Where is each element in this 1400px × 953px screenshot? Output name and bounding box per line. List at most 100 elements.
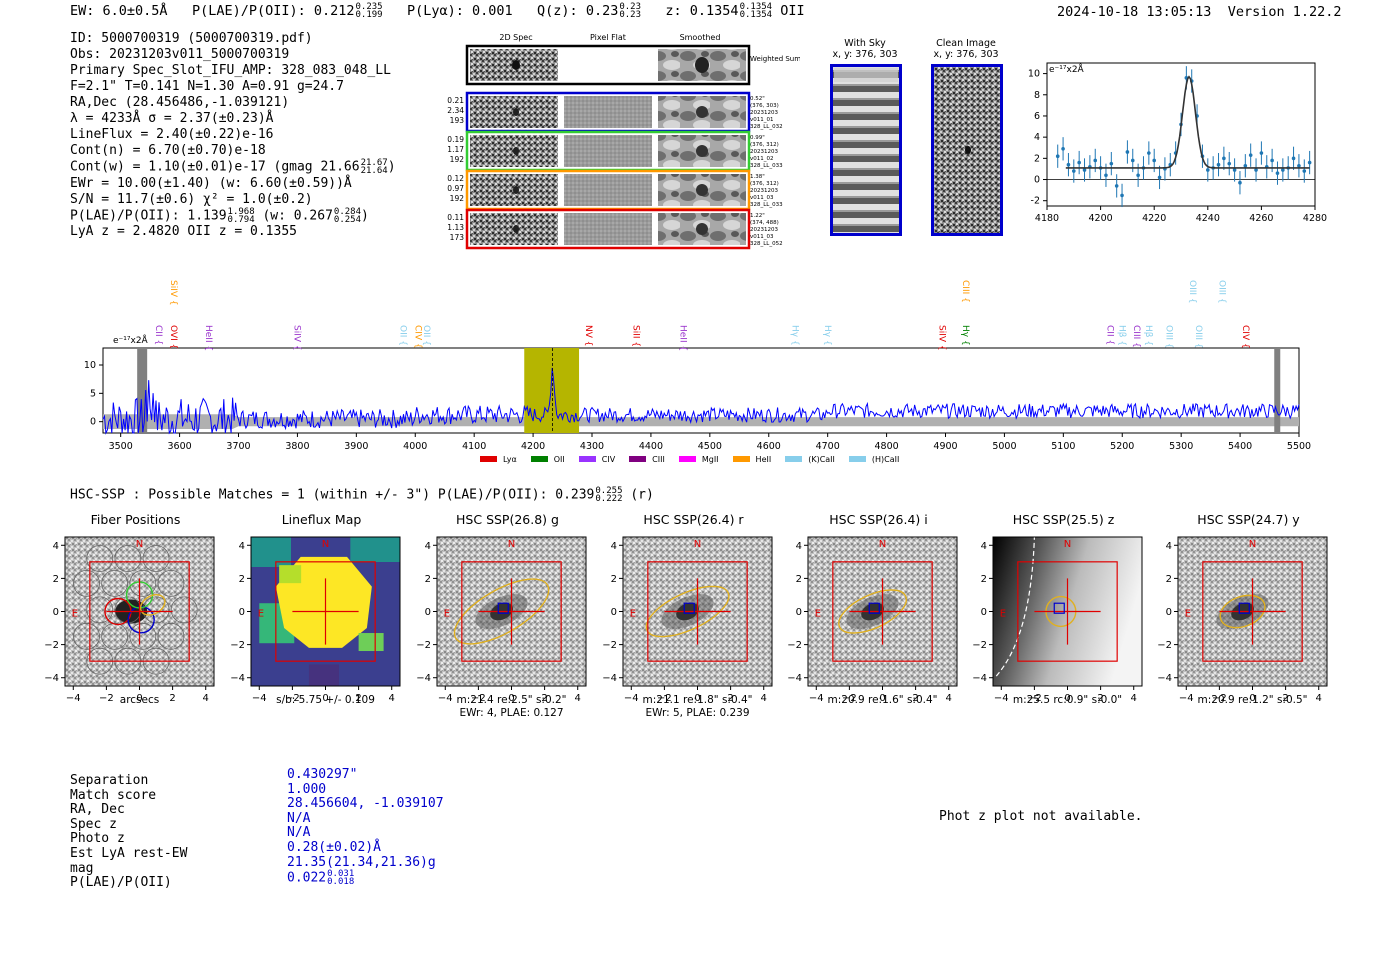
match-table-values: 0.430297" 1.000 28.456604, -1.039107 N/A N/A… xyxy=(287,767,444,886)
info-ewr: EWr = 10.00(±1.40) (w: 6.60(±0.59))Å xyxy=(70,175,352,191)
cutout-y-tick-label: 2 xyxy=(981,574,987,585)
lineflux-patch xyxy=(251,537,291,567)
cutout-caption: m:20.9 re:1.2" s:0.5" xyxy=(1197,694,1308,706)
stamp-snr-value: 0.21 xyxy=(447,96,464,105)
stamp-meta-value: 328_LL_033 xyxy=(750,163,783,169)
spectrum-line-label: SiIV { xyxy=(168,280,178,306)
cutout-y-tick-label: 2 xyxy=(611,574,617,585)
zoom-data-point xyxy=(1114,184,1119,188)
cutout-x-tick-label: 0 xyxy=(322,693,328,702)
hsc-z-dashed-curve xyxy=(995,536,1035,677)
source-ellipse xyxy=(838,589,908,634)
cutout-caption: m:21.1 re:1.8" s:0.4" xyxy=(642,694,753,706)
cutout-caption: EWr: 4, PLAE: 0.127 xyxy=(459,707,564,719)
cutout-panel: HSC SSP(26.4) i N E −4 −4 −2 −2 0 0 2 2 4 4 xyxy=(781,512,976,706)
legend-item: CIV xyxy=(578,455,615,464)
fiber-circle xyxy=(114,545,142,572)
zoom-x-tick-label: 4200 xyxy=(1089,213,1113,224)
stamp-snr-value: 0.97 xyxy=(447,184,464,193)
stamp-snr-value: 193 xyxy=(450,116,465,125)
lineflux-patch xyxy=(308,664,339,687)
spectrum-line-label: OIII { xyxy=(1163,325,1173,349)
legend-label: MgII xyxy=(701,454,719,464)
spectrum-y-tick-label: 10 xyxy=(84,360,96,371)
match-table-label: Spec z xyxy=(70,816,117,832)
cutout-x-tick-label: −2 xyxy=(1027,693,1042,702)
cutout-image: N E −4 −4 −2 −2 0 0 2 2 4 4 xyxy=(1157,536,1328,704)
info-id: ID: 5000700319 (5000700319.pdf) xyxy=(70,31,313,46)
cutout-x-tick-label: 2 xyxy=(727,693,733,702)
stamp-meta-value: 1.38" xyxy=(750,174,765,180)
stamp-meta-value: (374, 488) xyxy=(750,220,779,226)
match-table-label: mag xyxy=(70,860,94,876)
legend-label: OII xyxy=(553,454,565,464)
spectrum-x-tick-label: 4800 xyxy=(874,441,898,452)
match-table-value: 21.35(21.34,21.36)g xyxy=(287,854,436,870)
zoom-data-point xyxy=(1270,158,1274,163)
stamp-col-title-smoothed: Smoothed xyxy=(680,33,721,42)
cutout-caption: m:21.4 re:2.5" s:0.2" xyxy=(456,694,567,706)
stamp-snr-value: 1.13 xyxy=(447,223,464,232)
zoom-data-point xyxy=(1109,161,1114,166)
zoom-data-point xyxy=(1216,162,1221,167)
header-plae: P(LAE)/P(OII): 0.212 xyxy=(191,3,355,19)
cutout-y-tick-label: −4 xyxy=(44,673,59,684)
cutout-image: N E −4 −4 −2 −2 0 0 2 2 4 4 xyxy=(972,536,1143,704)
zoom-data-point xyxy=(1072,169,1076,173)
cutout-x-tick-label: −2 xyxy=(285,693,300,702)
spectrum-line-label: Hγ { xyxy=(789,325,799,346)
cutout-x-tick-label: 0 xyxy=(508,693,514,702)
stamp-meta-value: 328_LL_052 xyxy=(750,241,783,247)
zoom-y-tick-label: 4 xyxy=(1034,132,1040,143)
compass-north: N xyxy=(1249,539,1256,550)
full-spectrum-chart: 3500 3600 3700 3800 3900 4000 4100 4200 4300 4400… xyxy=(84,280,1311,452)
spectrum-mask-left xyxy=(137,348,148,433)
stamp-meta-value: 20231203 xyxy=(750,149,778,155)
fiber-circle xyxy=(170,596,198,624)
header-ew: EW: 6.0±0.5Å xyxy=(70,3,168,19)
legend-item: Lyα xyxy=(480,455,517,464)
stamp-meta-value: (376, 312) xyxy=(750,181,779,187)
fiber-circle xyxy=(142,545,170,572)
spectrum-y-tick-label: 5 xyxy=(90,388,96,399)
legend-label: Lyα xyxy=(503,454,517,464)
weighted-sum-label: Weighted Sum xyxy=(750,55,800,63)
cutout-y-tick-label: 0 xyxy=(611,607,617,618)
legend-item: CIII xyxy=(629,455,665,464)
spectrum-line-label: SiII { xyxy=(630,325,640,347)
spectrum-line-label: Hβ { xyxy=(1116,325,1126,346)
cutout-x-tick-label: −4 xyxy=(994,693,1009,702)
zoom-data-point xyxy=(1238,180,1242,185)
spectrum-x-tick-label: 5400 xyxy=(1228,441,1252,452)
spectrum-x-tick-label: 4300 xyxy=(580,441,604,452)
match-box xyxy=(683,602,695,614)
compass-east: E xyxy=(72,608,78,619)
compass-north: N xyxy=(136,539,143,550)
cutout-image: N E −4 −4 −2 −2 0 0 2 2 4 4 xyxy=(416,536,587,704)
clean-image xyxy=(931,64,1003,236)
cutout-y-tick-label: −2 xyxy=(1157,640,1172,651)
cutout-y-tick-label: −4 xyxy=(787,673,802,684)
version: Version 1.22.2 xyxy=(1227,4,1342,20)
compass-east: E xyxy=(1000,608,1006,619)
zoom-data-point xyxy=(1082,168,1087,172)
legend-swatch xyxy=(732,456,750,462)
stamp-snr-value: 1.17 xyxy=(447,145,464,154)
fiber-circle xyxy=(73,569,100,597)
spectrum-line-label: OVI { xyxy=(168,325,178,349)
cutout-image: N E −4 −4 −2 −2 0 0 2 2 4 4 xyxy=(602,536,773,704)
spectrum-line-label: Hγ { xyxy=(960,325,970,346)
zoom-x-tick-label: 4280 xyxy=(1303,213,1327,224)
spectrum-x-tick-label: 4700 xyxy=(816,441,840,452)
stamp-pixelflat xyxy=(564,135,652,167)
spectrum-x-tick-label: 5000 xyxy=(992,441,1016,452)
spectrum-flux-line xyxy=(102,367,1300,435)
spectrum-line-label: CIII { xyxy=(1131,325,1141,348)
cutout-title: Fiber Positions xyxy=(90,512,181,527)
match-table-value: 0.430297" xyxy=(287,767,358,782)
spectrum-x-tick-label: 5200 xyxy=(1110,441,1134,452)
cutout-title: HSC SSP(24.7) y xyxy=(1197,512,1300,527)
compass-north: N xyxy=(1064,539,1071,550)
cutout-y-tick-label: 0 xyxy=(981,607,987,618)
zoom-data-point xyxy=(1227,161,1232,166)
